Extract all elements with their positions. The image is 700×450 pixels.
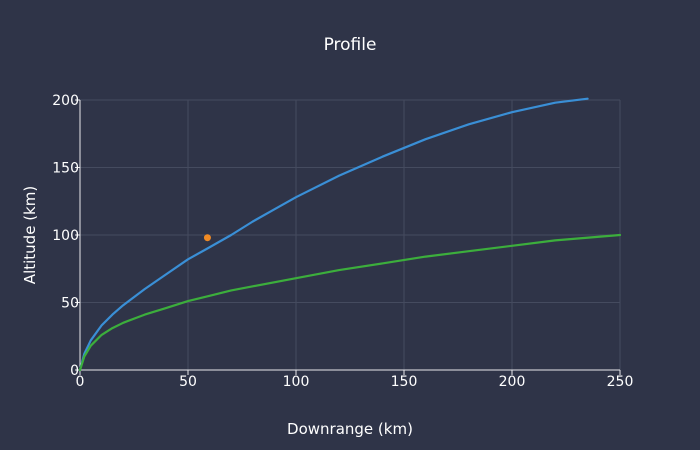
x-axis-label: Downrange (km) [287,420,413,438]
gridlines [80,99,621,370]
highlight-point [203,234,211,242]
y-axis-label: Altitude (km) [21,186,39,284]
x-tick-label: 100 [283,374,310,390]
y-tick-label: 200 [52,93,79,109]
highlight-points [203,234,211,242]
tick-labels: 0 50 100 150 200 250 0 50 100 150 200 [52,93,633,390]
y-tick-label: 50 [61,296,79,312]
chart-title: Profile [324,35,377,55]
y-tick-label: 0 [70,363,79,379]
series-line-1 [78,97,589,372]
y-tick-label: 150 [52,161,79,177]
series-lines [78,97,622,372]
x-tick-label: 0 [76,374,85,390]
x-tick-label: 150 [391,374,418,390]
x-tick-label: 50 [179,374,197,390]
y-tick-label: 100 [52,228,79,244]
axes [75,99,621,375]
series-line-2 [78,233,622,372]
x-tick-label: 250 [607,374,634,390]
x-tick-label: 200 [499,374,526,390]
